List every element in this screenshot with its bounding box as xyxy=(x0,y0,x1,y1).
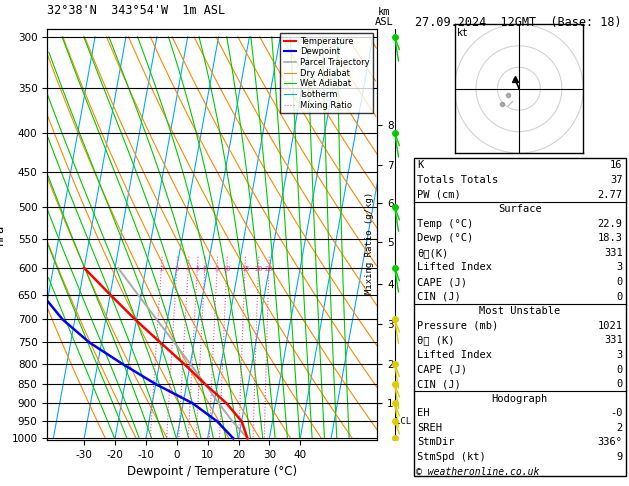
Text: kt: kt xyxy=(457,28,469,38)
Text: km: km xyxy=(377,7,390,17)
Text: -0: -0 xyxy=(610,408,623,418)
Text: ASL: ASL xyxy=(374,17,393,27)
Text: 0: 0 xyxy=(616,379,623,389)
Text: Lifted Index: Lifted Index xyxy=(417,262,492,273)
Text: Lifted Index: Lifted Index xyxy=(417,350,492,360)
Text: CAPE (J): CAPE (J) xyxy=(417,277,467,287)
Text: 9: 9 xyxy=(616,452,623,462)
Text: PW (cm): PW (cm) xyxy=(417,190,461,200)
Text: 331: 331 xyxy=(604,335,623,346)
Text: 6: 6 xyxy=(203,266,207,272)
Text: Surface: Surface xyxy=(498,204,542,214)
Text: StmDir: StmDir xyxy=(417,437,455,448)
Text: θᴇ(K): θᴇ(K) xyxy=(417,248,448,258)
Text: Dewp (°C): Dewp (°C) xyxy=(417,233,473,243)
Text: 1021: 1021 xyxy=(598,321,623,331)
Text: 2: 2 xyxy=(159,266,164,272)
Text: StmSpd (kt): StmSpd (kt) xyxy=(417,452,486,462)
Text: Most Unstable: Most Unstable xyxy=(479,306,560,316)
Text: 37: 37 xyxy=(610,175,623,185)
Text: 10: 10 xyxy=(223,266,231,272)
Text: K: K xyxy=(417,160,423,171)
Text: 331: 331 xyxy=(604,248,623,258)
Text: 3: 3 xyxy=(175,266,179,272)
Text: 0: 0 xyxy=(616,277,623,287)
Text: 2.77: 2.77 xyxy=(598,190,623,200)
Text: 8: 8 xyxy=(215,266,220,272)
Text: 0: 0 xyxy=(616,292,623,302)
Text: CIN (J): CIN (J) xyxy=(417,292,461,302)
Text: 32°38'N  343°54'W  1m ASL: 32°38'N 343°54'W 1m ASL xyxy=(47,4,225,17)
Text: © weatheronline.co.uk: © weatheronline.co.uk xyxy=(416,467,539,477)
Text: CAPE (J): CAPE (J) xyxy=(417,364,467,375)
Legend: Temperature, Dewpoint, Parcel Trajectory, Dry Adiabat, Wet Adiabat, Isotherm, Mi: Temperature, Dewpoint, Parcel Trajectory… xyxy=(281,34,373,113)
X-axis label: Dewpoint / Temperature (°C): Dewpoint / Temperature (°C) xyxy=(127,465,298,478)
Text: 16: 16 xyxy=(610,160,623,171)
Text: 15: 15 xyxy=(241,266,249,272)
Text: 336°: 336° xyxy=(598,437,623,448)
Text: Temp (°C): Temp (°C) xyxy=(417,219,473,229)
Text: Totals Totals: Totals Totals xyxy=(417,175,498,185)
Text: 22.9: 22.9 xyxy=(598,219,623,229)
Text: 20: 20 xyxy=(254,266,262,272)
Text: 3: 3 xyxy=(616,350,623,360)
Text: 18.3: 18.3 xyxy=(598,233,623,243)
Text: 25: 25 xyxy=(265,266,273,272)
Text: Hodograph: Hodograph xyxy=(492,394,548,404)
Text: LCL: LCL xyxy=(395,417,411,426)
Text: Pressure (mb): Pressure (mb) xyxy=(417,321,498,331)
Text: 4: 4 xyxy=(186,266,191,272)
Text: CIN (J): CIN (J) xyxy=(417,379,461,389)
Text: SREH: SREH xyxy=(417,423,442,433)
Text: 27.09.2024  12GMT  (Base: 18): 27.09.2024 12GMT (Base: 18) xyxy=(415,16,621,29)
Text: 5: 5 xyxy=(195,266,199,272)
Text: 3: 3 xyxy=(616,262,623,273)
Text: EH: EH xyxy=(417,408,430,418)
Text: 2: 2 xyxy=(616,423,623,433)
Text: 0: 0 xyxy=(616,364,623,375)
Text: Mixing Ratio (g/kg): Mixing Ratio (g/kg) xyxy=(365,192,374,294)
Text: θᴇ (K): θᴇ (K) xyxy=(417,335,455,346)
Y-axis label: hPa: hPa xyxy=(0,224,6,245)
